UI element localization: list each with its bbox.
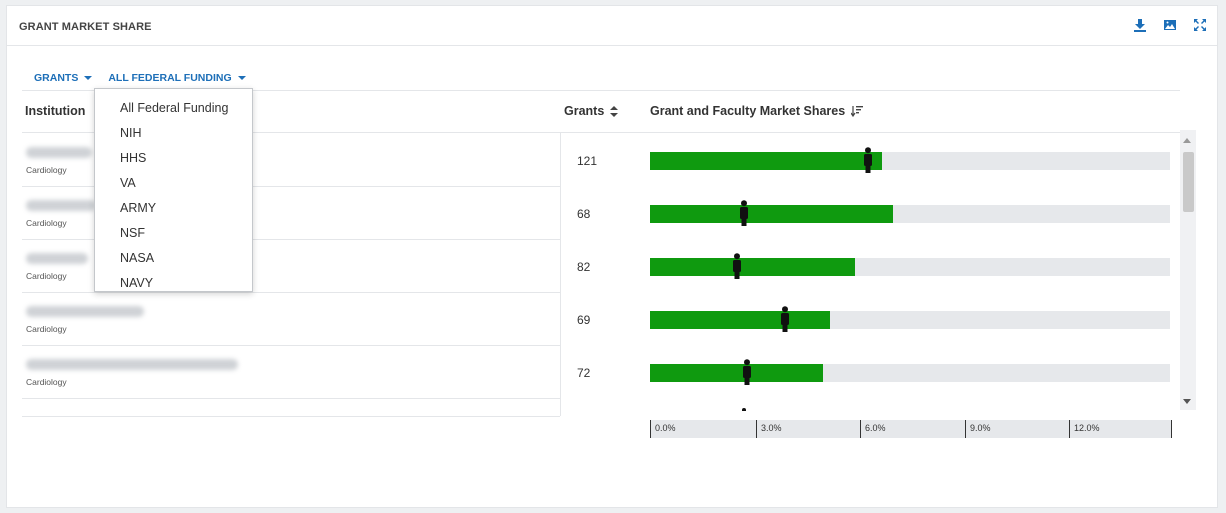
grants-count: 82 [577, 260, 591, 274]
faculty-share-marker-icon[interactable] [739, 200, 749, 226]
menu-item-nsf[interactable]: NSF [120, 226, 145, 240]
faculty-share-marker-icon[interactable] [863, 147, 873, 173]
menu-item-va[interactable]: VA [120, 176, 136, 190]
vertical-scrollbar[interactable] [1180, 130, 1196, 410]
department-label: Cardiology [26, 165, 67, 175]
column-header-label: Grant and Faculty Market Shares [650, 104, 846, 118]
scroll-thumb[interactable] [1183, 152, 1194, 212]
panel-title: GRANT MARKET SHARE [19, 21, 152, 33]
x-axis: 0.0% 3.0% 6.0% 9.0% 12.0% [650, 420, 1172, 438]
row-divider [22, 239, 560, 240]
header-toolbar [1133, 18, 1207, 32]
axis-tick-label: 0.0% [655, 423, 676, 433]
image-icon[interactable] [1163, 18, 1177, 32]
grant-share-bar[interactable] [650, 311, 830, 329]
faculty-share-marker-icon[interactable] [742, 359, 752, 385]
axis-tick-label: 6.0% [860, 420, 886, 438]
grant-share-bar[interactable] [650, 364, 823, 382]
market-share-track [650, 200, 1170, 226]
download-icon[interactable] [1133, 18, 1147, 32]
scroll-up-icon[interactable] [1183, 138, 1191, 143]
institution-name-redacted [26, 200, 96, 211]
sort-descending-icon [851, 106, 864, 117]
faculty-share-marker-icon[interactable] [732, 253, 742, 279]
funding-source-label: ALL FEDERAL FUNDING [108, 72, 232, 84]
funding-source-menu: All Federal Funding NIH HHS VA ARMY NSF … [94, 88, 253, 292]
column-header-label: Grants [564, 104, 605, 118]
grants-count: 69 [577, 313, 591, 327]
header-divider [22, 132, 1180, 133]
divider [22, 90, 1180, 91]
market-share-track [650, 359, 1170, 385]
axis-tick-label: 9.0% [965, 420, 991, 438]
department-label: Cardiology [26, 324, 67, 334]
menu-item-hhs[interactable]: HHS [120, 151, 147, 165]
column-divider [560, 132, 561, 416]
axis-tick-label: 12.0% [1069, 420, 1100, 438]
department-label: Cardiology [26, 377, 67, 387]
row-divider [22, 186, 560, 187]
column-header-label: Institution [25, 104, 86, 118]
table-bottom-divider [22, 416, 560, 417]
menu-item-army[interactable]: ARMY [120, 201, 157, 215]
menu-item-nih[interactable]: NIH [120, 126, 142, 140]
caret-down-icon [84, 76, 93, 80]
faculty-marker-partial [742, 408, 746, 411]
grant-share-bar[interactable] [650, 152, 882, 170]
column-header-institution[interactable]: Institution [25, 104, 85, 118]
scroll-down-icon[interactable] [1183, 399, 1191, 404]
row-divider [22, 292, 560, 293]
menu-item-all-federal-funding[interactable]: All Federal Funding [120, 101, 229, 115]
market-share-track [650, 253, 1170, 279]
row-divider [22, 345, 560, 346]
grant-share-bar[interactable] [650, 258, 855, 276]
axis-tick-label: 3.0% [756, 420, 782, 438]
department-label: Cardiology [26, 218, 67, 228]
funding-source-dropdown[interactable]: ALL FEDERAL FUNDING [108, 72, 246, 84]
expand-icon[interactable] [1193, 18, 1207, 32]
grants-count: 121 [577, 154, 598, 168]
institution-name-redacted [26, 147, 92, 158]
grants-count: 68 [577, 207, 591, 221]
column-header-market-shares[interactable]: Grant and Faculty Market Shares [650, 104, 864, 118]
caret-down-icon [237, 76, 246, 80]
column-header-grants[interactable]: Grants [564, 104, 619, 118]
menu-item-navy[interactable]: NAVY [120, 276, 154, 290]
menu-item-nasa[interactable]: NASA [120, 251, 155, 265]
market-share-track [650, 147, 1170, 173]
grants-count: 72 [577, 366, 591, 380]
row-divider [22, 398, 560, 399]
department-label: Cardiology [26, 271, 67, 281]
sort-icon [610, 105, 619, 117]
metric-filter-dropdown[interactable]: GRANTS [34, 72, 93, 84]
market-share-track [650, 306, 1170, 332]
institution-name-redacted [26, 306, 144, 317]
filter-bar: GRANTS ALL FEDERAL FUNDING [34, 72, 246, 84]
panel-header: GRANT MARKET SHARE [7, 6, 1217, 46]
faculty-share-marker-icon[interactable] [780, 306, 790, 332]
metric-filter-label: GRANTS [34, 72, 79, 84]
grant-share-bar[interactable] [650, 205, 893, 223]
institution-name-redacted [26, 253, 88, 264]
institution-name-redacted [26, 359, 238, 370]
